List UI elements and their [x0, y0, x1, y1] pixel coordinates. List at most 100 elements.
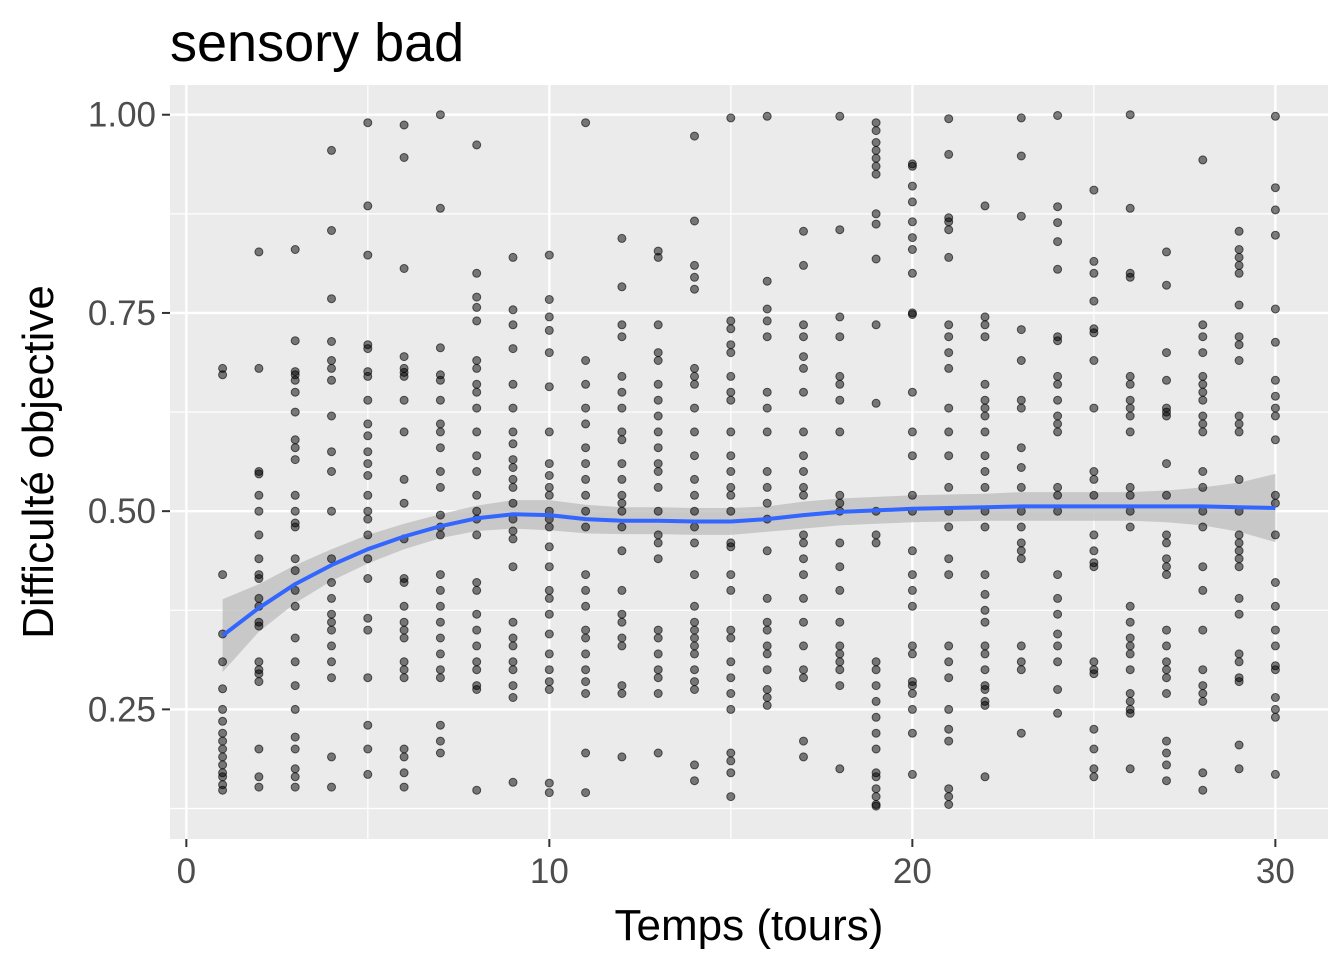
data-point [581, 748, 591, 758]
data-point [472, 665, 482, 675]
data-point [1198, 395, 1208, 405]
data-point [690, 284, 699, 294]
data-point [544, 542, 554, 552]
data-point [762, 304, 772, 314]
data-point [907, 585, 917, 595]
data-point [472, 316, 482, 326]
data-point [1234, 609, 1244, 619]
data-point [907, 769, 917, 779]
data-point [508, 617, 518, 627]
data-point [690, 625, 699, 635]
data-point [726, 324, 736, 334]
data-point [1089, 328, 1099, 338]
data-point [1198, 522, 1208, 532]
data-point [1162, 530, 1171, 540]
data-point [435, 110, 445, 120]
data-point [1089, 772, 1099, 782]
data-point [472, 451, 482, 461]
confidence-band [222, 473, 1276, 673]
data-point [472, 379, 482, 389]
data-point [799, 617, 808, 627]
data-point [363, 250, 373, 260]
data-point [944, 482, 954, 492]
data-point [1162, 760, 1171, 770]
data-point [799, 427, 808, 437]
data-point [1198, 371, 1208, 381]
data-point [1125, 617, 1135, 627]
data-point [871, 744, 881, 754]
data-point [472, 585, 482, 595]
data-point [399, 474, 409, 484]
data-point [1125, 371, 1135, 381]
data-point [581, 459, 591, 469]
data-point [1125, 203, 1135, 213]
data-point [508, 657, 518, 667]
data-point [399, 427, 409, 437]
data-point [327, 782, 336, 792]
data-point [762, 617, 772, 627]
data-point [1198, 387, 1208, 397]
data-point [290, 336, 300, 346]
data-point [290, 681, 300, 691]
data-point [218, 704, 228, 714]
data-point [653, 506, 663, 516]
data-point [1198, 467, 1208, 476]
data-point [690, 451, 699, 461]
data-point [1234, 657, 1244, 667]
data-point [327, 294, 336, 304]
data-point [871, 530, 881, 540]
data-point [835, 371, 845, 381]
data-point [980, 685, 990, 694]
data-point [363, 530, 373, 540]
data-point [799, 554, 808, 564]
data-point [799, 467, 808, 476]
data-point [762, 700, 772, 710]
data-point [617, 427, 627, 437]
x-tick-label: 20 [893, 852, 932, 891]
data-point [726, 673, 736, 683]
smooth-line-layer [221, 504, 1276, 638]
data-point [254, 621, 264, 631]
data-point [1125, 649, 1135, 659]
data-point [617, 459, 627, 469]
data-point [399, 601, 409, 611]
data-point [544, 788, 554, 798]
data-point [290, 443, 300, 453]
data-point [690, 363, 699, 373]
data-point [544, 471, 554, 480]
data-point [944, 570, 954, 580]
data-point [1016, 641, 1026, 651]
data-point [1016, 463, 1026, 472]
data-point [254, 363, 264, 373]
data-point [1053, 371, 1063, 381]
data-point [980, 570, 990, 580]
data-point [980, 700, 990, 710]
data-point [508, 665, 518, 675]
data-point [944, 252, 954, 262]
data-point [435, 427, 445, 437]
data-point [1053, 395, 1063, 405]
data-point [726, 371, 736, 381]
data-point [1234, 427, 1244, 437]
data-point [835, 617, 845, 627]
data-point [1162, 736, 1171, 746]
data-point [508, 641, 518, 651]
data-point [762, 641, 772, 651]
data-point [1016, 482, 1026, 492]
data-point [290, 772, 300, 782]
data-point [726, 542, 736, 552]
data-point [690, 272, 699, 282]
chart-title: sensory bad [170, 13, 464, 73]
data-point [1089, 296, 1099, 306]
data-point [835, 562, 845, 572]
data-point [508, 344, 518, 354]
data-point [327, 673, 336, 683]
data-point [835, 585, 845, 595]
x-tick-label: 0 [177, 852, 196, 891]
data-point [617, 320, 627, 330]
data-point [980, 411, 990, 421]
data-point [327, 641, 336, 651]
data-point [1234, 649, 1244, 659]
data-point [690, 601, 699, 611]
